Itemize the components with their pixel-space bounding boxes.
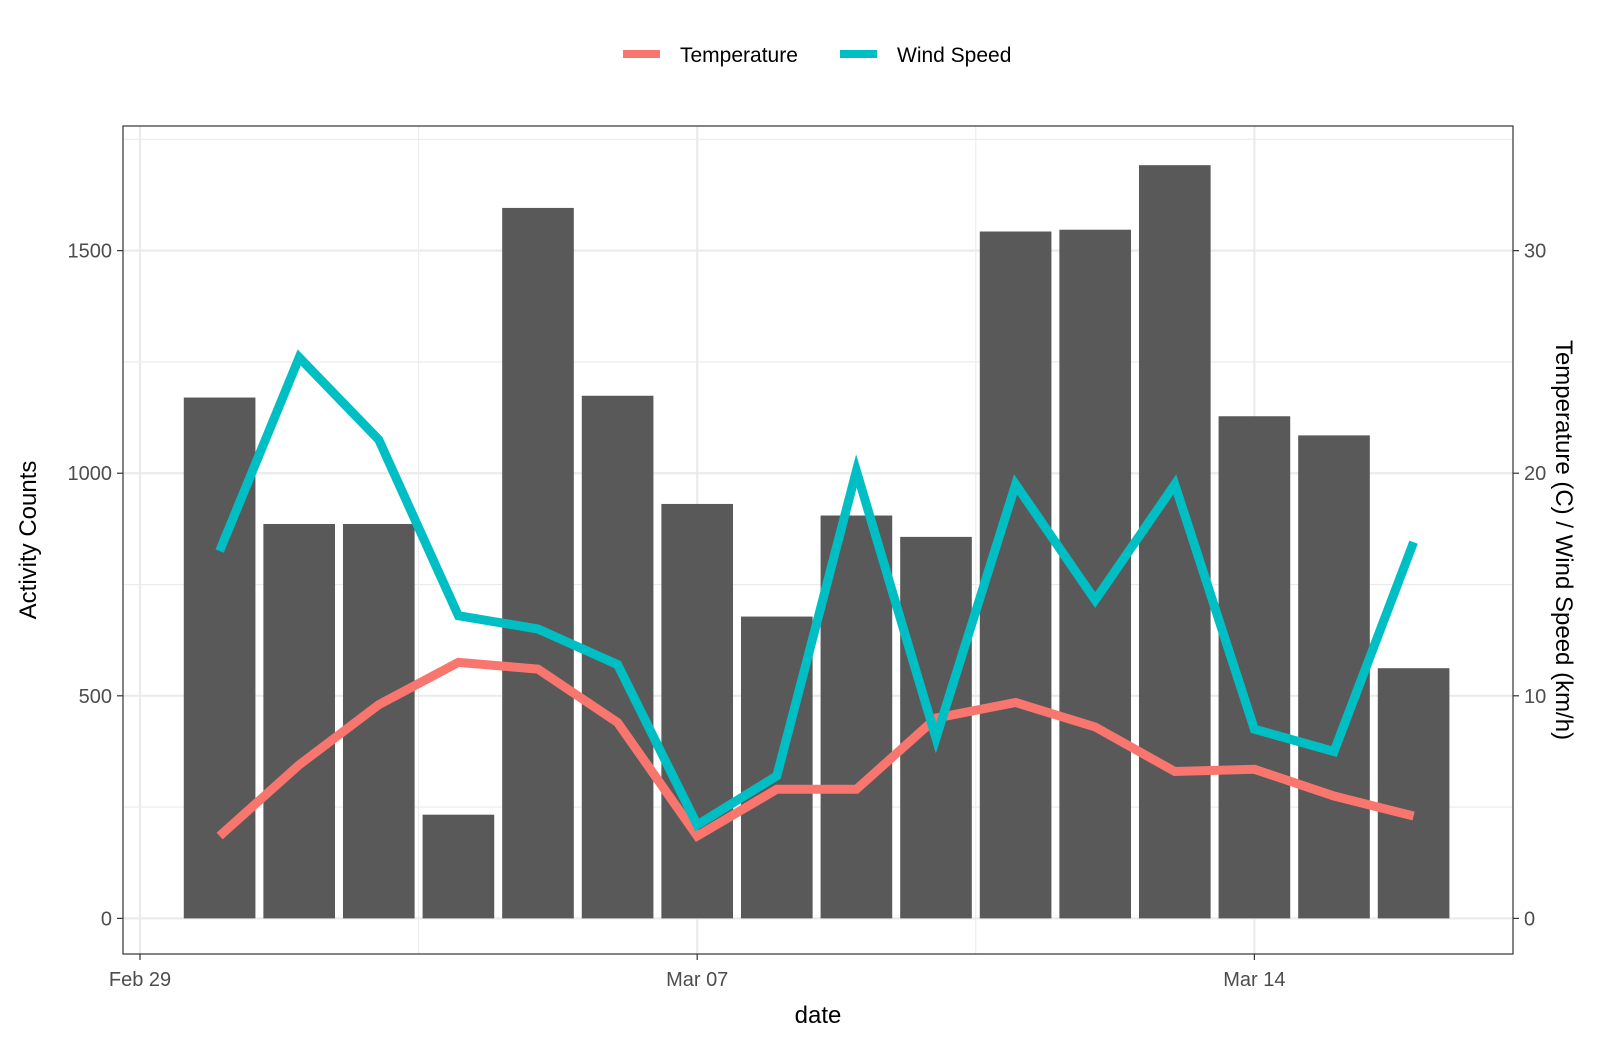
panel-border (122, 125, 1514, 955)
bar-2020-03-05 (502, 207, 574, 919)
series-lines (215, 349, 1418, 842)
axes: 0 500 1000 1500 0 10 20 30 Feb 29 Mar 07 Mar 14 (68, 241, 1547, 991)
bar-2020-03-12 (1059, 229, 1132, 919)
y-left-tick-label-1500: 1500 (68, 241, 113, 263)
bar-2020-03-14 (1218, 416, 1291, 919)
y-left-tick-label-500: 500 (79, 686, 112, 708)
y-right-tick-label-20: 20 (1524, 463, 1546, 485)
y-right-tick-label-0: 0 (1524, 908, 1535, 930)
series-line-temperature (216, 657, 1415, 842)
bar-2020-03-13 (1138, 165, 1211, 919)
x-tick-label-mar-14: Mar 14 (1223, 969, 1285, 991)
y-right-tick-label-30: 30 (1524, 241, 1546, 263)
bar-2020-03-01 (183, 397, 256, 919)
x-tick-label-feb-29: Feb 29 (109, 969, 171, 991)
bar-2020-03-02 (263, 523, 336, 919)
legend-label-wind-speed: Wind Speed (897, 44, 1011, 67)
series-line-wind-speed (215, 349, 1418, 832)
y-left-tick-label-0: 0 (101, 908, 112, 930)
y-right-tick-label-10: 10 (1524, 686, 1546, 708)
bar-2020-03-09 (820, 515, 893, 919)
bar-2020-03-04 (422, 814, 495, 919)
bar-2020-03-07 (661, 503, 734, 919)
bars (183, 165, 1450, 919)
x-axis-title: date (795, 1002, 842, 1029)
y-left-tick-label-1000: 1000 (68, 463, 113, 485)
y-axis-right-title: Temperature (C) / Wind Speed (km/h) (1550, 340, 1577, 740)
bar-2020-03-16 (1377, 668, 1450, 919)
x-tick-label-mar-07: Mar 07 (666, 969, 728, 991)
y-axis-left-title: Activity Counts (15, 461, 42, 620)
legend-label-temperature: Temperature (680, 44, 798, 67)
legend: Temperature Wind Speed (623, 44, 1011, 67)
